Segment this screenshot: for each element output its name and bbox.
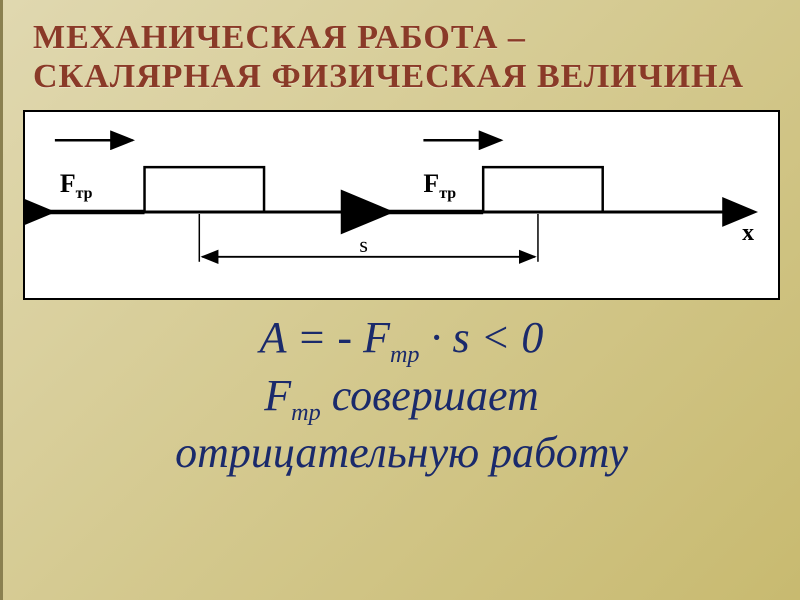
formula-block: A = - Fтр · s < 0 Fтр совершает отрицате… (3, 300, 800, 480)
title-block: МЕХАНИЧЕСКАЯ РАБОТА – СКАЛЯРНАЯ ФИЗИЧЕСК… (3, 0, 800, 104)
force-label-1: Fтр (60, 169, 93, 202)
formula-text-1: Fтр совершает (3, 370, 800, 427)
formula-text-2: отрицательную работу (3, 427, 800, 480)
s-label: s (359, 232, 368, 257)
formula-equation: A = - Fтр · s < 0 (3, 310, 800, 370)
x-axis-label: x (742, 220, 754, 246)
force-label-2: Fтр (423, 169, 456, 202)
block-final (483, 167, 603, 212)
diagram-svg: Fтр Fтр s x (25, 112, 778, 298)
title-line1: МЕХАНИЧЕСКАЯ РАБОТА – (33, 18, 770, 57)
physics-diagram: Fтр Fтр s x (23, 110, 780, 300)
block-initial (145, 167, 265, 212)
title-line2: СКАЛЯРНАЯ ФИЗИЧЕСКАЯ ВЕЛИЧИНА (33, 57, 770, 96)
